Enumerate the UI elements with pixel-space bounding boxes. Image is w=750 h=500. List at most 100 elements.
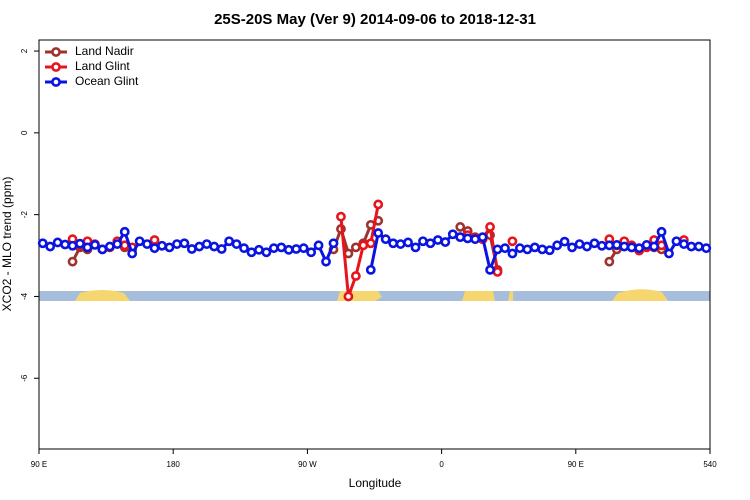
- data-point: [224, 236, 235, 247]
- data-point: [298, 243, 309, 254]
- land-strip: [508, 291, 513, 301]
- data-point: [313, 240, 324, 251]
- data-point: [462, 233, 473, 244]
- data-point: [432, 235, 443, 245]
- data-point: [589, 238, 600, 249]
- data-point: [679, 239, 689, 249]
- data-point: [164, 242, 175, 253]
- data-point: [283, 244, 294, 255]
- data-point: [67, 240, 78, 251]
- surface-strip: [39, 289, 710, 301]
- x-tick-label: 0: [439, 460, 444, 469]
- data-point: [149, 243, 160, 254]
- data-point: [544, 245, 555, 256]
- data-point: [634, 243, 645, 254]
- data-point: [626, 242, 637, 253]
- data-point: [373, 228, 384, 238]
- y-tick-label: -2: [20, 211, 29, 219]
- data-point: [119, 226, 130, 237]
- data-point: [209, 241, 220, 252]
- data-point: [37, 238, 48, 249]
- data-point: [470, 234, 481, 245]
- data-point: [246, 247, 257, 258]
- data-point: [507, 248, 518, 259]
- data-point: [410, 242, 421, 253]
- data-point: [276, 242, 287, 253]
- data-point: [559, 236, 570, 247]
- y-axis-label: XCO2 - MLO trend (ppm): [0, 177, 14, 312]
- data-point: [291, 244, 302, 254]
- x-tick-label: 90 E: [31, 460, 47, 469]
- legend-label: Ocean Glint: [75, 74, 139, 88]
- x-tick-label: 90 W: [298, 460, 317, 469]
- data-point: [477, 232, 488, 243]
- data-point: [380, 234, 391, 245]
- data-point: [388, 238, 399, 249]
- data-point: [254, 244, 264, 255]
- data-point: [619, 241, 630, 252]
- data-point: [186, 244, 197, 254]
- legend-label: Land Glint: [75, 59, 130, 73]
- data-point: [350, 242, 361, 253]
- data-point: [604, 256, 615, 267]
- y-tick-label: 0: [20, 130, 29, 135]
- data-point: [157, 240, 167, 251]
- data-point: [134, 236, 145, 247]
- data-point: [261, 247, 272, 258]
- data-point: [343, 291, 354, 302]
- data-point: [373, 199, 384, 210]
- data-point: [142, 239, 153, 249]
- data-point: [656, 226, 667, 237]
- data-point: [268, 243, 279, 254]
- legend-marker: [51, 62, 61, 72]
- data-point: [455, 222, 466, 232]
- data-point: [507, 236, 518, 247]
- data-point: [97, 244, 108, 255]
- data-point: [664, 248, 674, 259]
- y-tick-label: -4: [20, 292, 29, 300]
- data-point: [127, 248, 138, 259]
- data-point: [365, 264, 376, 275]
- y-tick-label: -6: [20, 374, 29, 382]
- data-point: [172, 239, 182, 249]
- data-point: [611, 240, 622, 250]
- data-point: [574, 239, 585, 249]
- data-point: [686, 241, 697, 252]
- data-point: [649, 241, 659, 252]
- data-point: [395, 239, 406, 249]
- data-point: [239, 243, 249, 254]
- data-point: [529, 242, 540, 253]
- data-point: [455, 232, 466, 243]
- data-point: [522, 244, 533, 255]
- data-point: [641, 240, 652, 250]
- data-point: [596, 240, 607, 251]
- data-point: [693, 241, 704, 252]
- data-point: [231, 239, 242, 249]
- data-point: [104, 241, 115, 252]
- data-point: [336, 211, 346, 222]
- data-point: [701, 243, 712, 254]
- data-point: [671, 236, 682, 247]
- data-point: [328, 238, 339, 249]
- data-point: [485, 264, 495, 275]
- data-point: [67, 256, 78, 267]
- data-point: [45, 241, 56, 252]
- x-tick-label: 90 E: [568, 460, 584, 469]
- x-axis-label: Longitude: [349, 476, 402, 490]
- x-tick-label: 540: [703, 460, 717, 469]
- legend-marker: [51, 47, 61, 57]
- data-point: [179, 238, 190, 249]
- data-point: [60, 239, 70, 250]
- data-point: [418, 236, 428, 247]
- data-point: [582, 241, 592, 252]
- chart-title: 25S-20S May (Ver 9) 2014-09-06 to 2018-1…: [214, 11, 536, 28]
- data-point: [500, 243, 510, 254]
- data-point: [365, 238, 376, 249]
- data-point: [90, 240, 100, 250]
- land-strip: [75, 290, 130, 301]
- data-point: [425, 238, 436, 249]
- data-point: [216, 244, 227, 254]
- x-tick-label: 180: [167, 460, 181, 469]
